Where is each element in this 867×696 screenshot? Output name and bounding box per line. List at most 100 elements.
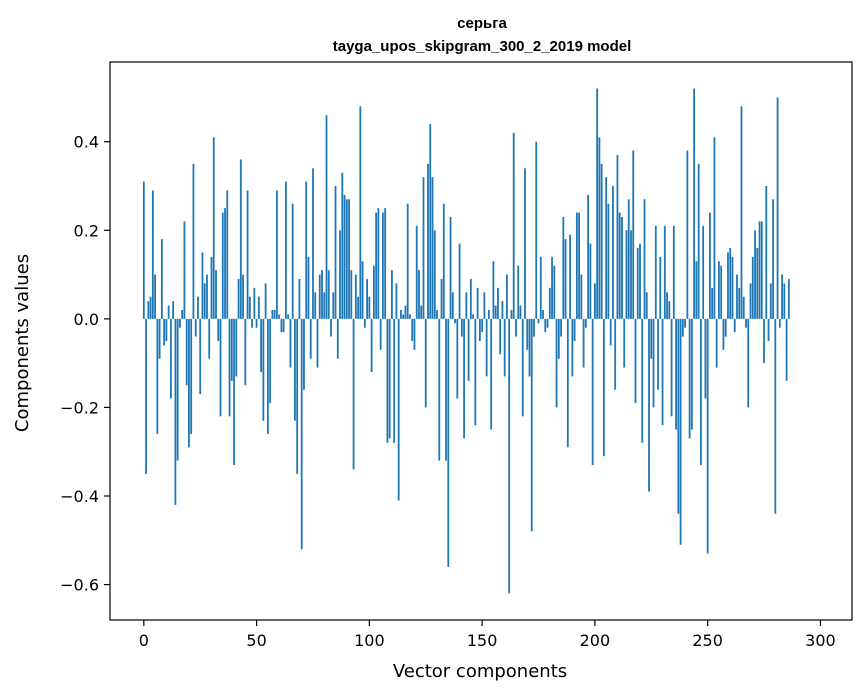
bar-232 — [666, 292, 668, 319]
bar-143 — [465, 292, 468, 319]
bar-140 — [458, 243, 461, 319]
bar-75 — [312, 168, 314, 319]
bar-72 — [305, 181, 308, 319]
bar-93 — [352, 318, 355, 470]
bar-217 — [632, 150, 635, 319]
bar-103 — [375, 212, 378, 319]
y-tick-label-0: −0.6 — [60, 576, 99, 595]
bar-21 — [190, 318, 193, 434]
bar-23 — [194, 318, 197, 337]
bar-27 — [203, 283, 206, 319]
bar-141 — [460, 318, 463, 337]
bar-92 — [350, 270, 353, 319]
bar-177 — [542, 310, 544, 319]
bar-79 — [321, 270, 323, 319]
bar-194 — [580, 274, 583, 319]
bar-273 — [758, 221, 761, 319]
bar-168 — [521, 318, 524, 417]
bar-87 — [339, 230, 341, 319]
bar-122 — [418, 270, 420, 319]
bar-271 — [754, 230, 756, 319]
bar-233 — [668, 301, 671, 319]
bar-274 — [760, 221, 763, 319]
bar-220 — [639, 243, 641, 319]
x-axis-label: Vector components — [393, 661, 567, 682]
bar-3 — [149, 296, 152, 319]
bar-42 — [237, 279, 240, 319]
bar-231 — [663, 225, 666, 319]
bar-107 — [384, 208, 387, 319]
bar-106 — [381, 212, 384, 319]
bars-group — [142, 88, 790, 594]
bar-139 — [456, 318, 459, 399]
bar-20 — [188, 318, 190, 448]
bar-151 — [483, 292, 486, 319]
bar-181 — [551, 256, 553, 319]
bar-13 — [172, 301, 175, 319]
bar-222 — [643, 199, 646, 319]
bar-82 — [327, 270, 330, 319]
bar-39 — [230, 318, 233, 381]
bar-1 — [145, 318, 147, 474]
bar-183 — [555, 318, 558, 408]
bar-204 — [603, 318, 605, 457]
bar-123 — [420, 305, 423, 319]
bar-214 — [625, 230, 628, 319]
bar-38 — [228, 318, 231, 417]
bar-155 — [492, 261, 495, 319]
bar-16 — [179, 318, 181, 328]
bar-110 — [391, 270, 393, 319]
bar-102 — [372, 265, 375, 319]
bar-186 — [562, 217, 565, 319]
bar-248 — [702, 225, 705, 319]
bar-124 — [422, 177, 425, 319]
plot-frame — [109, 61, 853, 621]
bar-63 — [285, 181, 287, 319]
bar-260 — [729, 248, 732, 319]
bar-142 — [463, 318, 465, 439]
bar-242 — [688, 318, 691, 439]
bar-226 — [652, 318, 655, 408]
bar-165 — [515, 318, 517, 337]
bar-159 — [501, 301, 504, 319]
bar-182 — [553, 265, 556, 319]
bar-281 — [776, 97, 779, 319]
bar-157 — [497, 287, 499, 319]
bar-259 — [727, 252, 729, 319]
bar-249 — [704, 318, 707, 399]
bar-185 — [560, 318, 562, 337]
bar-15 — [176, 318, 179, 461]
bar-218 — [634, 318, 637, 403]
bar-175 — [537, 318, 540, 324]
bar-221 — [641, 318, 644, 443]
bar-223 — [645, 292, 648, 319]
bar-115 — [402, 314, 405, 319]
bar-212 — [621, 217, 623, 319]
bar-10 — [165, 318, 168, 341]
y-tick-label-5: 0.4 — [74, 133, 99, 152]
bar-251 — [709, 212, 711, 319]
bar-116 — [404, 305, 407, 319]
bar-90 — [345, 199, 348, 319]
bar-70 — [300, 318, 303, 550]
bar-213 — [623, 318, 626, 368]
bar-88 — [341, 172, 344, 319]
bar-2 — [147, 301, 150, 319]
bar-237 — [677, 318, 680, 514]
bar-66 — [291, 203, 294, 319]
bar-132 — [440, 279, 443, 319]
bar-282 — [778, 318, 781, 328]
bar-144 — [467, 318, 470, 381]
bar-171 — [528, 318, 531, 377]
bar-148 — [476, 287, 479, 319]
bar-254 — [715, 318, 718, 368]
bar-97 — [361, 261, 364, 319]
bar-129 — [433, 230, 436, 319]
bar-137 — [451, 292, 454, 319]
bar-40 — [233, 318, 235, 465]
bar-121 — [415, 225, 418, 319]
bar-198 — [589, 243, 592, 319]
bar-235 — [672, 225, 675, 319]
bar-264 — [738, 287, 741, 319]
